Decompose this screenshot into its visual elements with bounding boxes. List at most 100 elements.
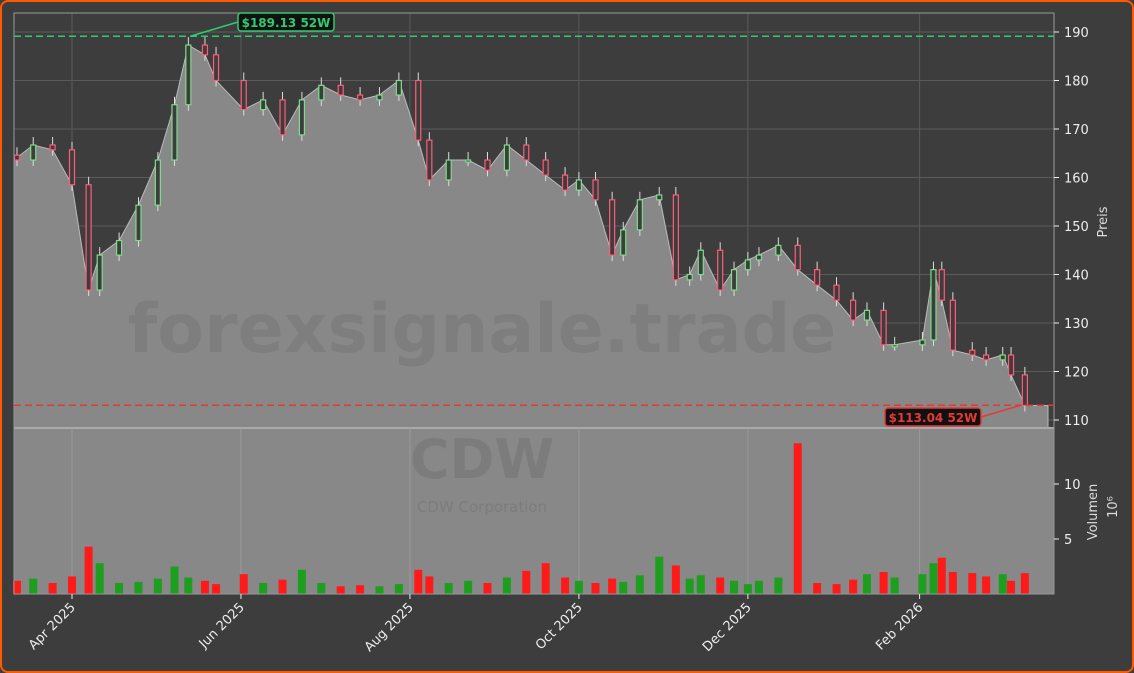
price-tick-label: 180 [1064, 75, 1089, 90]
candle-body [672, 194, 679, 281]
high_52w-label: $189.13 52W [242, 16, 331, 30]
candle-body [656, 194, 663, 201]
volume-bar [317, 583, 326, 594]
volume-bar [414, 569, 423, 594]
volume-bar [716, 577, 725, 594]
candle-body [465, 159, 472, 163]
candle-body [575, 179, 583, 191]
candle-body [356, 94, 364, 101]
volume-bar [48, 583, 57, 594]
volume-bar [464, 580, 473, 594]
candle-body [850, 299, 857, 321]
volume-bar [849, 579, 858, 594]
volume-bar [929, 563, 938, 594]
price-axis-label: Preis [1096, 206, 1111, 237]
candle-body [279, 99, 286, 136]
candle-body [395, 79, 402, 96]
price-tick-label: 160 [1064, 172, 1089, 187]
candle-body [949, 299, 956, 351]
candle-body [592, 179, 599, 201]
volume-tick-label: 5 [1064, 533, 1072, 548]
candle-body [938, 269, 945, 301]
date-axis: Apr 2025 Jun 2025 Aug 2025 Oct 2025 Dec 2025… [26, 594, 926, 655]
volume-bar [998, 574, 1007, 594]
date-tick-label: Jun 2025 [196, 600, 248, 652]
volume-axis-label: Volumen [1086, 484, 1101, 541]
date-tick-label: Dec 2025 [700, 600, 755, 655]
candle-body [863, 309, 871, 321]
candle-body [1007, 354, 1015, 376]
volume-bar [574, 580, 583, 594]
volume-bar [937, 557, 946, 594]
candle-body [542, 159, 549, 176]
volume-bar [259, 583, 268, 594]
volume-bar [879, 572, 888, 594]
volume-bar [619, 581, 628, 594]
candle-body [930, 269, 937, 341]
volume-bar [200, 580, 209, 594]
volume-grid [71, 428, 921, 594]
volume-bar [743, 584, 752, 594]
volume-bar [1007, 580, 1016, 594]
candle-body [426, 139, 433, 181]
volume-bar [444, 583, 453, 594]
candle-body [415, 79, 422, 141]
volume-tick-label: 10 [1064, 478, 1081, 493]
volume-bar [170, 566, 179, 594]
candle-body [260, 99, 267, 111]
company-watermark: CDW Corporation [417, 498, 547, 516]
volume-bar [832, 584, 841, 594]
price-tick-label: 190 [1064, 26, 1089, 41]
volume-bar [813, 583, 822, 594]
price-tick-label: 140 [1064, 269, 1089, 284]
volume-bar [754, 580, 763, 594]
candle-body [68, 149, 76, 186]
ticker-watermark: CDW [410, 428, 554, 491]
volume-bar [184, 577, 193, 594]
volume-bar [890, 577, 899, 594]
candle-body [880, 309, 887, 346]
candle-body [609, 199, 616, 256]
candle-body [919, 339, 926, 346]
candle-body [154, 159, 161, 206]
candle-body [376, 94, 383, 101]
candle-body [49, 144, 56, 151]
volume-bar [671, 565, 680, 594]
volume-bar [13, 580, 21, 594]
candle-body [814, 269, 821, 286]
volume-bar [685, 578, 694, 594]
candle-body [96, 254, 103, 291]
site-watermark: forexsignale.trade [128, 290, 837, 369]
candle-body [561, 174, 569, 191]
volume-bar [522, 570, 531, 594]
candle-body [30, 144, 37, 161]
candle-body [135, 204, 142, 242]
candle-body [484, 159, 491, 171]
candle-body [445, 159, 452, 181]
candle-body [1021, 374, 1028, 407]
volume-bar [84, 546, 93, 594]
low_52w-arrow [980, 404, 1022, 418]
volume-bar [68, 576, 76, 594]
volume-bar [918, 574, 927, 594]
candle-body [240, 79, 247, 111]
high_52w-arrow [190, 21, 239, 37]
volume-panel [14, 428, 1054, 594]
volume-bar [115, 583, 124, 594]
candle-body [185, 44, 192, 106]
candle-body [686, 273, 693, 281]
date-tick-label: Apr 2025 [26, 600, 79, 653]
volume-bar [862, 574, 871, 594]
candle-body [717, 249, 724, 291]
candle-body [755, 254, 763, 261]
candle-body [833, 284, 840, 301]
volume-bar [635, 575, 644, 594]
candle-body [775, 244, 782, 256]
candle-body [794, 244, 801, 271]
price-tick-label: 120 [1064, 366, 1089, 381]
candles [13, 37, 1028, 412]
volume-bar [153, 578, 162, 594]
52w-lines: $189.13 52W $113.04 52W [14, 12, 1054, 427]
volume-bar [356, 585, 365, 594]
